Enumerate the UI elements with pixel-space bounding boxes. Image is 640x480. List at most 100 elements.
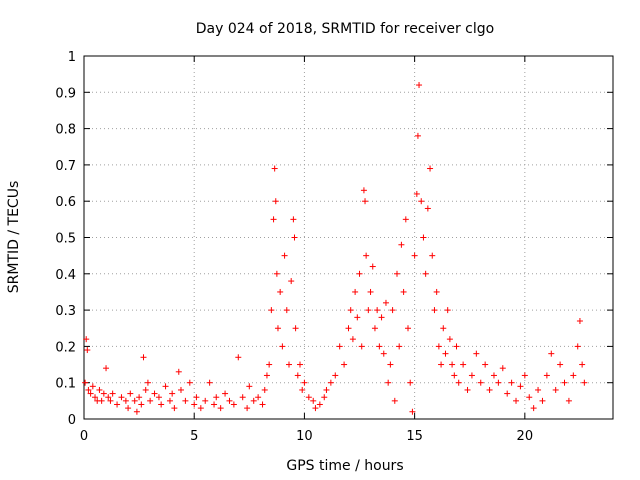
y-tick-label: 1 xyxy=(68,50,76,65)
data-point xyxy=(182,397,189,404)
data-point xyxy=(349,336,356,343)
data-point xyxy=(477,379,484,386)
data-point xyxy=(138,401,145,408)
data-point xyxy=(579,361,586,368)
data-point xyxy=(98,397,105,404)
data-point xyxy=(263,372,270,379)
data-point xyxy=(177,386,184,393)
data-point xyxy=(125,405,132,412)
data-point xyxy=(407,379,414,386)
x-tick-label: 10 xyxy=(296,429,313,444)
data-point xyxy=(175,368,182,375)
data-point xyxy=(323,386,330,393)
data-point xyxy=(162,383,169,390)
data-point xyxy=(261,386,268,393)
data-point xyxy=(291,234,298,241)
data-point xyxy=(259,401,266,408)
data-point xyxy=(166,397,173,404)
data-point xyxy=(87,390,94,397)
data-point xyxy=(508,379,515,386)
data-point xyxy=(504,390,511,397)
data-point xyxy=(297,361,304,368)
data-point xyxy=(414,132,421,139)
chart-title: Day 024 of 2018, SRMTID for receiver clg… xyxy=(196,21,494,37)
data-point xyxy=(114,401,121,408)
data-point xyxy=(420,234,427,241)
data-point xyxy=(363,252,370,259)
data-point xyxy=(341,361,348,368)
data-point xyxy=(367,288,374,295)
data-point xyxy=(345,325,352,332)
data-point xyxy=(521,372,528,379)
data-point xyxy=(449,361,456,368)
data-point xyxy=(495,379,502,386)
x-tick-label: 0 xyxy=(80,429,88,444)
data-point xyxy=(378,314,385,321)
data-point xyxy=(193,394,200,401)
data-point xyxy=(285,361,292,368)
data-point xyxy=(358,343,365,350)
data-point xyxy=(105,394,112,401)
y-tick-label: 0.1 xyxy=(55,377,76,392)
data-point xyxy=(347,307,354,314)
data-point xyxy=(385,379,392,386)
y-tick-label: 0.2 xyxy=(55,340,76,355)
y-tick-label: 0.8 xyxy=(55,123,76,138)
data-point xyxy=(244,405,251,412)
data-point xyxy=(574,343,581,350)
data-point xyxy=(85,386,92,393)
data-point xyxy=(136,394,143,401)
data-point xyxy=(393,270,400,277)
data-point xyxy=(356,270,363,277)
data-point xyxy=(158,401,165,408)
data-point xyxy=(118,394,125,401)
data-point xyxy=(398,241,405,248)
data-point xyxy=(332,372,339,379)
data-point xyxy=(266,361,273,368)
data-point xyxy=(321,394,328,401)
data-point xyxy=(292,325,299,332)
data-point xyxy=(217,405,224,412)
data-point xyxy=(336,343,343,350)
data-point xyxy=(222,390,229,397)
data-point xyxy=(169,390,176,397)
data-point xyxy=(382,299,389,306)
x-axis-title: GPS time / hours xyxy=(286,458,403,474)
data-point xyxy=(418,198,425,205)
x-tick-label: 20 xyxy=(517,429,534,444)
data-point xyxy=(246,383,253,390)
data-point xyxy=(273,270,280,277)
data-point xyxy=(140,354,147,361)
data-point xyxy=(352,288,359,295)
data-point xyxy=(396,343,403,350)
data-point xyxy=(171,405,178,412)
data-point xyxy=(400,288,407,295)
x-axis-tick-labels: 0 5 10 15 20 xyxy=(80,429,533,444)
data-point xyxy=(499,365,506,372)
data-point xyxy=(186,379,193,386)
data-point xyxy=(453,343,460,350)
data-point xyxy=(565,397,572,404)
data-point xyxy=(277,288,284,295)
data-point xyxy=(270,216,277,223)
grid-lines xyxy=(84,56,613,419)
data-point xyxy=(460,361,467,368)
data-point xyxy=(107,397,114,404)
data-point xyxy=(371,325,378,332)
data-point xyxy=(442,350,449,357)
data-point xyxy=(539,397,546,404)
data-point xyxy=(82,379,89,386)
data-point xyxy=(402,216,409,223)
x-tick-label: 5 xyxy=(190,429,198,444)
data-point xyxy=(391,397,398,404)
data-point xyxy=(290,216,297,223)
data-point xyxy=(354,314,361,321)
data-point xyxy=(427,165,434,172)
data-point xyxy=(202,397,209,404)
y-tick-label: 0 xyxy=(68,413,76,428)
data-point xyxy=(435,343,442,350)
data-point xyxy=(576,317,583,324)
data-point xyxy=(250,397,257,404)
data-point xyxy=(362,198,369,205)
data-point xyxy=(142,386,149,393)
